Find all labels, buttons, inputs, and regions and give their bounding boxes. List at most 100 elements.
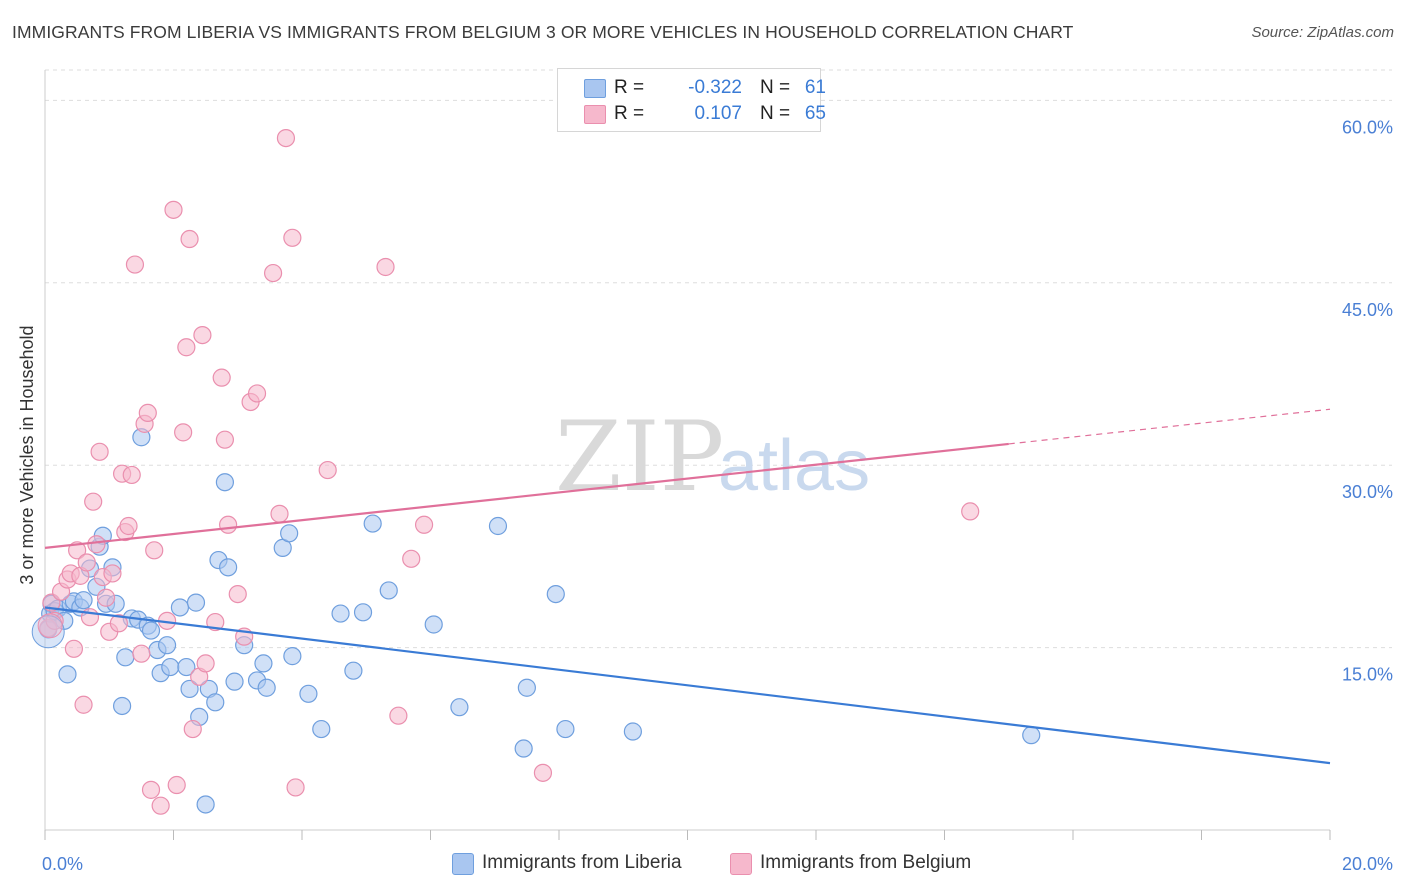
belgium-point	[84, 492, 103, 511]
belgium-point	[125, 255, 145, 274]
x-tick-label-min: 0.0%	[42, 854, 83, 874]
belgium-point	[77, 553, 96, 572]
liberia-point	[280, 524, 299, 543]
liberia-point	[623, 722, 642, 741]
belgium-point	[206, 612, 225, 632]
n-label: N =	[760, 77, 791, 98]
n-value: 65	[804, 103, 826, 124]
belgium-point	[74, 695, 93, 714]
belgium-point	[389, 706, 408, 725]
liberia-legend-swatch	[452, 853, 474, 875]
liberia-point	[177, 657, 196, 677]
liberia-point	[112, 696, 132, 716]
belgium-point	[219, 515, 238, 534]
y-tick-label: 15.0%	[1342, 665, 1393, 685]
y-tick-label: 60.0%	[1342, 117, 1393, 137]
belgium-point	[212, 368, 231, 387]
belgium-trend-line	[44, 442, 1009, 549]
belgium-point	[145, 541, 164, 560]
r-value: -0.322	[688, 77, 742, 98]
liberia-point	[257, 678, 276, 697]
watermark-zip-text: ZIP	[555, 401, 724, 513]
belgium-point	[90, 442, 109, 461]
liberia-point	[546, 584, 565, 604]
belgium-point	[402, 549, 421, 568]
belgium-point	[180, 229, 199, 249]
belgium-point	[263, 263, 283, 283]
liberia-point	[344, 661, 363, 680]
liberia-point	[161, 657, 180, 677]
belgium-point	[151, 796, 170, 815]
belgium-point	[533, 763, 553, 782]
belgium-point	[961, 502, 980, 521]
watermark: ZIP atlas	[555, 401, 870, 513]
belgium-swatch	[584, 105, 606, 124]
source-label: Source: ZipAtlas.com	[1251, 24, 1394, 41]
chart-title: IMMIGRANTS FROM LIBERIA VS IMMIGRANTS FR…	[12, 22, 1074, 42]
n-value: 61	[804, 77, 826, 98]
belgium-point	[37, 613, 63, 639]
belgium-point	[64, 639, 84, 658]
x-tick-label-max: 20.0%	[1342, 854, 1393, 874]
liberia-point	[331, 604, 350, 623]
liberia-point	[254, 654, 273, 673]
belgium-point	[122, 465, 141, 485]
belgium-legend-swatch	[730, 853, 752, 875]
liberia-point	[141, 621, 161, 640]
liberia-point	[74, 591, 93, 610]
liberia-point	[206, 693, 225, 712]
liberia-point	[225, 672, 244, 691]
belgium-point	[376, 257, 395, 277]
trend-layer	[44, 408, 1331, 765]
r-label: R =	[614, 77, 645, 98]
r-value: 0.107	[694, 103, 742, 124]
points-layer	[31, 128, 1041, 815]
liberia-point	[31, 615, 65, 649]
n-label: N =	[760, 103, 791, 124]
liberia-swatch	[584, 79, 606, 98]
belgium-point	[96, 588, 116, 607]
liberia-point	[379, 581, 398, 600]
liberia-point	[424, 615, 443, 634]
belgium-point	[193, 325, 212, 345]
liberia-point	[488, 516, 508, 536]
belgium-point	[247, 384, 267, 403]
liberia-point	[196, 795, 215, 814]
liberia-point	[116, 648, 135, 667]
belgium-point	[141, 780, 161, 799]
liberia-point	[353, 603, 373, 622]
liberia-point	[312, 719, 331, 739]
belgium-point	[109, 614, 128, 633]
belgium-point	[138, 403, 157, 423]
belgium-point	[183, 719, 202, 739]
belgium-point	[286, 778, 305, 797]
belgium-point	[276, 128, 296, 148]
y-tick-label: 45.0%	[1342, 300, 1393, 320]
belgium-point	[87, 535, 106, 554]
belgium-point	[174, 423, 193, 442]
liberia-point	[450, 698, 469, 717]
liberia-point	[299, 684, 318, 703]
belgium-point	[45, 611, 64, 630]
belgium-point	[167, 775, 186, 795]
belgium-point	[196, 654, 215, 673]
belgium-point	[215, 430, 234, 449]
belgium-point	[68, 541, 87, 560]
belgium-point	[103, 564, 122, 583]
axes-layer	[44, 70, 1331, 840]
belgium-point	[270, 504, 289, 523]
belgium-legend-label: Immigrants from Belgium	[760, 852, 972, 873]
belgium-point	[177, 338, 196, 357]
liberia-point	[186, 593, 206, 612]
liberia-point	[58, 665, 77, 684]
liberia-point	[1022, 726, 1041, 745]
liberia-point	[157, 636, 177, 655]
liberia-point	[170, 598, 190, 617]
tick-label-layer: 15.0% 30.0% 45.0% 60.0% 0.0% 20.0%	[42, 117, 1393, 874]
liberia-legend-label: Immigrants from Liberia	[482, 852, 682, 873]
belgium-point	[132, 644, 151, 663]
liberia-point	[363, 514, 382, 533]
belgium-point	[164, 200, 183, 219]
belgium-point	[318, 460, 337, 480]
